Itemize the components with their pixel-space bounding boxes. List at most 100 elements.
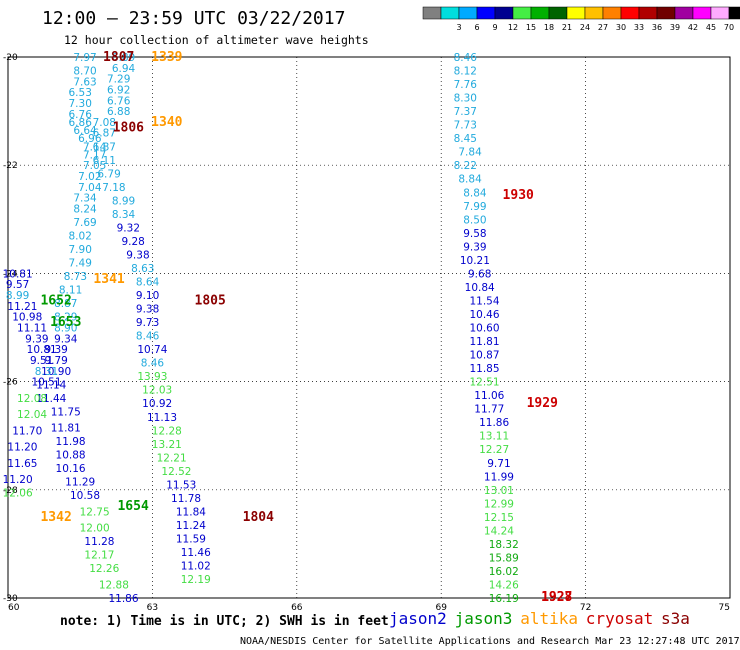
legend-label: 6	[474, 23, 479, 32]
wave-height-value: 12.15	[484, 512, 514, 524]
wave-height-value: 9.68	[468, 268, 491, 280]
wave-height-value: 10.92	[142, 398, 172, 410]
wave-height-value: 10.21	[460, 255, 490, 267]
wave-height-value: 15.89	[489, 552, 519, 564]
legend-swatch	[422, 6, 442, 20]
legend-label: 12	[508, 23, 518, 32]
wave-height-value: 11.28	[84, 536, 114, 548]
wave-height-value: 8.73	[64, 271, 87, 283]
wave-height-value: 12.21	[157, 452, 187, 464]
wave-height-value: 7.90	[69, 244, 92, 256]
wave-height-value: 7.84	[458, 147, 482, 159]
wave-height-value: 8.11	[59, 285, 82, 297]
legend-swatch	[656, 6, 676, 20]
wave-height-value: 11.14	[36, 379, 66, 391]
pass-time-label: 1652	[40, 293, 71, 308]
wave-height-value: 9.10	[136, 290, 159, 302]
wave-height-value: 9.38	[126, 249, 149, 261]
wave-height-value: 11.75	[51, 406, 81, 418]
wave-height-value: 8.87	[54, 298, 77, 310]
wave-height-value: 6.89	[112, 52, 135, 64]
wave-height-value: 7.63	[73, 76, 96, 88]
wave-height-value: 8.30	[454, 93, 477, 105]
wave-height-value: 8.46	[454, 52, 478, 64]
pass-time-label: 1805	[195, 293, 226, 308]
chart-title: 12:00 – 23:59 UTC 03/22/2017	[42, 8, 345, 29]
wave-height-value: 7.14	[83, 141, 107, 153]
wave-height-value: 8.12	[454, 66, 477, 78]
pass-labels: 1807 1339 1806 1340 1930 1341 1805 1652 1653 1929…	[40, 50, 572, 605]
x-tick-label: 66	[291, 603, 303, 613]
wave-height-value: 8.46	[141, 358, 165, 370]
wave-height-value: 7.76	[454, 79, 478, 91]
wave-height-value: 12.75	[80, 506, 110, 518]
wave-height-value: 9.51	[30, 355, 53, 367]
wave-height-value: 10.58	[70, 490, 100, 502]
wave-height-value: 9.39	[463, 241, 486, 253]
y-tick-label: -20	[3, 53, 18, 63]
wave-height-value: 12.27	[479, 444, 509, 456]
wave-height-value: 8.90	[54, 323, 77, 335]
wave-height-value: 7.05	[83, 160, 106, 172]
wave-height-value: 7.02	[78, 171, 101, 183]
wave-height-value: 11.78	[171, 493, 201, 505]
x-tick-label: 72	[580, 603, 591, 613]
wave-height-value: 7.69	[73, 217, 96, 229]
legend-swatch	[602, 6, 622, 20]
legend-swatch	[728, 6, 740, 20]
wave-height-value: 14.24	[484, 525, 514, 537]
wave-height-value: 11.44	[36, 393, 66, 405]
pass-time-label: 1806	[113, 120, 144, 135]
pass-time-label: 1930	[503, 188, 534, 203]
legend-swatch	[674, 6, 694, 20]
wave-height-value: 16.02	[489, 566, 519, 578]
wave-height-value: 11.81	[469, 336, 499, 348]
wave-height-value: 16.19	[489, 593, 519, 605]
wave-height-value: 9.71	[487, 458, 510, 470]
wave-height-value: 13.01	[484, 485, 514, 497]
wave-height-value: 7.34	[73, 193, 97, 205]
wave-height-value: 9.57	[6, 279, 29, 291]
pass-time-label: 1807	[103, 50, 134, 65]
wave-height-value: 12.00	[80, 523, 110, 535]
wave-height-value: 8.29	[54, 312, 77, 324]
wave-height-value: 13.21	[152, 439, 182, 451]
wave-height-value: 12.28	[152, 425, 182, 437]
pass-time-label: 1654	[117, 499, 148, 514]
wave-height-value: 14.26	[489, 579, 519, 591]
legend-label: 70	[724, 23, 734, 32]
pass-time-label: 1341	[93, 272, 124, 287]
x-tick-label: 75	[719, 603, 730, 613]
wave-height-value: 6.64	[73, 125, 97, 137]
wave-height-value: 11.20	[7, 442, 37, 454]
y-tick-label: -28	[3, 486, 18, 496]
wave-height-value: 10.16	[56, 463, 86, 475]
wave-height-value: 6.79	[97, 168, 120, 180]
wave-height-value: 11.11	[17, 323, 47, 335]
wave-height-value: 9.73	[136, 317, 159, 329]
wave-height-value: 12.04	[17, 409, 47, 421]
wave-height-value: 9.34	[54, 333, 78, 345]
legend-swatch	[494, 6, 514, 20]
wave-height-value: 8.63	[131, 263, 154, 275]
pass-time-label: 1653	[50, 315, 81, 330]
wave-height-value: 13.93	[137, 371, 167, 383]
footer-note: note: 1) Time is in UTC; 2) SWH is in fe…	[60, 614, 389, 629]
y-tick-label: -30	[3, 594, 18, 604]
wave-height-value: 6.11	[93, 155, 116, 167]
pass-time-label: 1342	[40, 510, 71, 525]
wave-height-value: 10.88	[56, 450, 86, 462]
chart-subtitle: 12 hour collection of altimeter wave hei…	[64, 33, 369, 47]
wave-height-value: 7.29	[107, 74, 130, 86]
wave-height-value: 11.84	[176, 506, 206, 518]
legend-label: 27	[598, 23, 608, 32]
legend-label: 9	[492, 23, 497, 32]
wave-height-value: 11.53	[166, 479, 196, 491]
legend-swatch	[458, 6, 478, 20]
wave-height-value: 8.31	[35, 366, 58, 378]
wave-height-value: 10.84	[465, 282, 495, 294]
footer-credit: NOAA/NESDIS Center for Satellite Applica…	[240, 636, 740, 647]
wave-height-value: 9.28	[121, 236, 144, 248]
wave-height-value: 7.73	[454, 120, 477, 132]
wave-height-value: 11.46	[181, 547, 211, 559]
